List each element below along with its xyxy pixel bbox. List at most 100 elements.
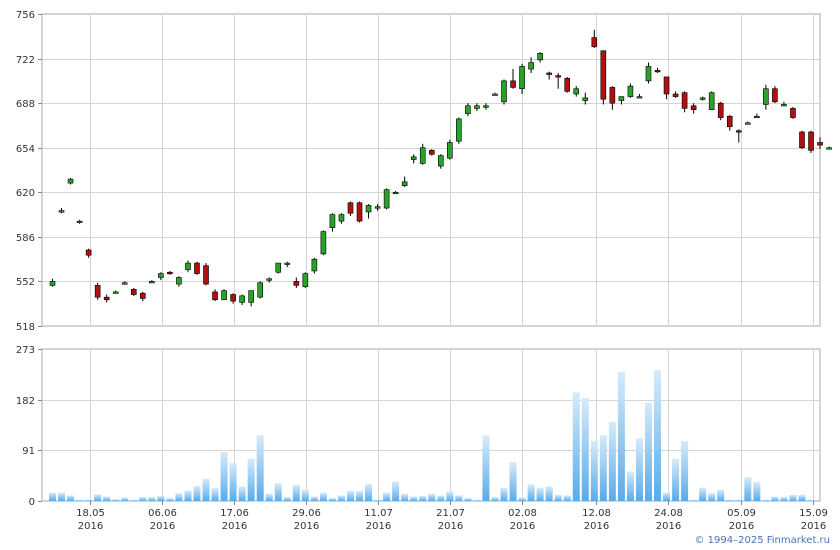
volume-bar (554, 494, 562, 501)
candle-body-up (121, 282, 128, 285)
price-candle (176, 276, 182, 287)
price-candle (140, 291, 146, 302)
price-candle (67, 177, 74, 185)
price-candle (681, 91, 688, 113)
price-candle (745, 121, 751, 125)
candle-body-up (239, 295, 245, 303)
candle-body-up (763, 88, 769, 105)
candle-body-up (826, 147, 832, 150)
price-candle (85, 248, 92, 258)
volume-bar (365, 483, 373, 501)
candle-body-down (717, 102, 724, 118)
candle-body-up (185, 262, 191, 270)
candle-body-down (555, 75, 561, 78)
price-candle (501, 79, 507, 105)
candle-body-up (447, 142, 453, 159)
price-candle (203, 263, 209, 286)
volume-bar (491, 497, 499, 501)
candle-body-down (681, 92, 688, 109)
candle-body-up (699, 97, 706, 100)
price-y-tick-label: 654 (16, 144, 35, 155)
candle-body-down (609, 87, 616, 104)
candle-body-up (483, 105, 489, 108)
price-candle (447, 139, 453, 160)
volume-bar (690, 499, 698, 501)
volume-bar (590, 440, 598, 501)
price-candle (600, 50, 607, 105)
candle-body-up (365, 205, 372, 213)
price-candle (121, 281, 128, 285)
volume-bar (401, 493, 409, 501)
volume-bar (762, 499, 770, 501)
price-candle (573, 86, 580, 97)
price-y-tick-label: 620 (16, 188, 35, 199)
volume-bar (229, 463, 237, 501)
candle-body-up (582, 97, 589, 101)
candle-body-up (528, 62, 534, 70)
volume-bar (130, 499, 138, 501)
candle-body-up (176, 277, 182, 285)
candle-body-down (510, 80, 516, 88)
price-candle (817, 137, 823, 150)
candle-body-up (76, 220, 83, 223)
candle-body-up (320, 231, 327, 255)
candle-body-down (600, 50, 607, 100)
candle-body-down (654, 70, 661, 73)
volume-bar (437, 495, 445, 501)
candle-body-up (221, 290, 227, 301)
copyright-notice[interactable]: © 1994–2025 Finmarket.ru (694, 535, 830, 546)
volume-bar (193, 485, 201, 501)
volume-bar (771, 496, 779, 501)
x-tick-year-label: 2016 (510, 521, 535, 532)
volume-bar (644, 402, 652, 501)
volume-bar (58, 492, 66, 501)
price-candle (320, 230, 327, 256)
volume-bar (121, 497, 129, 501)
price-candle (230, 293, 236, 304)
price-candle (537, 52, 543, 63)
candle-body-up (49, 281, 56, 286)
price-chart-panel: 756 722 688 654 620 586 552 518 (16, 10, 832, 333)
price-candle (167, 270, 173, 275)
candle-body-up (754, 115, 760, 119)
price-candle (437, 154, 444, 169)
price-y-tick-label: 552 (16, 277, 35, 288)
price-candle (699, 96, 706, 101)
price-candle (130, 287, 137, 296)
volume-bar (148, 497, 156, 501)
volume-bar (626, 471, 634, 501)
volume-bar (356, 490, 364, 501)
volume-bar (76, 499, 84, 501)
price-candle (564, 76, 571, 93)
candle-body-down (203, 265, 209, 285)
price-candle (717, 101, 724, 121)
candle-body-down (347, 202, 354, 214)
price-candle (94, 282, 101, 300)
volume-bar (337, 495, 345, 501)
x-tick-date-label: 15.09 (799, 508, 828, 519)
candle-body-up (275, 262, 282, 273)
volume-bar (672, 458, 680, 501)
volume-bar (455, 495, 463, 501)
candle-body-down (672, 93, 679, 97)
price-y-tick-label: 688 (16, 99, 35, 110)
candle-body-up (456, 118, 462, 142)
candle-body-down (690, 105, 697, 110)
candle-body-up (519, 66, 525, 90)
price-candle (663, 76, 670, 100)
volume-bar (301, 489, 309, 501)
x-tick-date-label: 06.06 (148, 508, 177, 519)
candle-body-up (266, 278, 273, 281)
price-candle (735, 129, 742, 143)
price-y-axis: 756 722 688 654 620 586 552 518 (16, 10, 42, 333)
volume-bar (527, 484, 535, 501)
x-tick-date-label: 17.06 (220, 508, 249, 519)
volume-bar (780, 497, 788, 501)
volume-bar (220, 452, 228, 501)
price-candle (636, 93, 643, 99)
price-candle (754, 113, 760, 119)
candle-body-down (591, 37, 598, 48)
volume-bar (166, 498, 174, 501)
volume-plot-frame (41, 348, 821, 502)
candle-body-down (167, 271, 173, 275)
